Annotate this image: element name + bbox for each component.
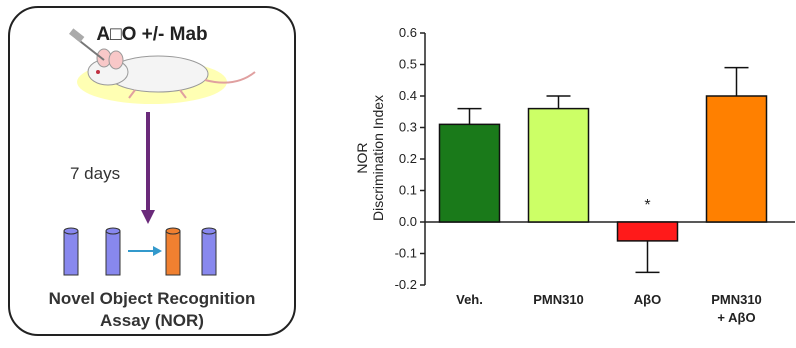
y-tick-label: -0.2 [395, 277, 417, 292]
experiment-schematic-panel: A□O +/- Mab 7 days Novel Object Recognit… [8, 6, 296, 336]
y-tick-label: 0.0 [399, 214, 417, 229]
x-tick-label: Veh. [456, 292, 483, 307]
y-axis-label-line2: Discrimination Index [370, 95, 386, 221]
x-tick-label: PMN310 [711, 292, 762, 307]
y-axis-label-line1: NOR [354, 142, 370, 173]
y-tick-label: 0.6 [399, 25, 417, 40]
object-cylinders [63, 227, 217, 276]
assay-label-line2: Assay (NOR) [100, 311, 204, 330]
x-tick-label: AβO [634, 292, 661, 307]
interval-label: 7 days [70, 164, 121, 183]
right-arrow-icon [128, 246, 162, 256]
significance-marker: * [644, 197, 650, 214]
assay-label: Novel Object Recognition Assay (NOR) [10, 288, 294, 332]
x-tick-label: + AβO [717, 310, 755, 325]
y-tick-label: 0.3 [399, 120, 417, 135]
cylinder-object-icon [63, 227, 79, 276]
cylinder-object-icon [201, 227, 217, 276]
y-tick-label: 0.5 [399, 57, 417, 72]
y-tick-label: 0.1 [399, 183, 417, 198]
x-tick-label: PMN310 [533, 292, 584, 307]
x-axis-labels: Veh. PMN310 AβO PMN310 + AβO [456, 292, 762, 325]
schematic-title: A□O +/- Mab [96, 24, 208, 45]
assay-label-line1: Novel Object Recognition [48, 289, 256, 308]
y-tick-label: 0.2 [399, 151, 417, 166]
y-tick-label: -0.1 [395, 246, 417, 261]
bar [527, 107, 590, 223]
bar [705, 95, 768, 223]
y-tick-label: 0.4 [399, 88, 417, 103]
bar [616, 221, 679, 242]
down-arrow-icon [141, 112, 155, 224]
bar [438, 123, 501, 223]
cylinder-object-icon [165, 227, 181, 276]
cylinder-object-icon [105, 227, 121, 276]
bars: * [438, 66, 768, 274]
mouse-injection-icon [69, 28, 256, 104]
